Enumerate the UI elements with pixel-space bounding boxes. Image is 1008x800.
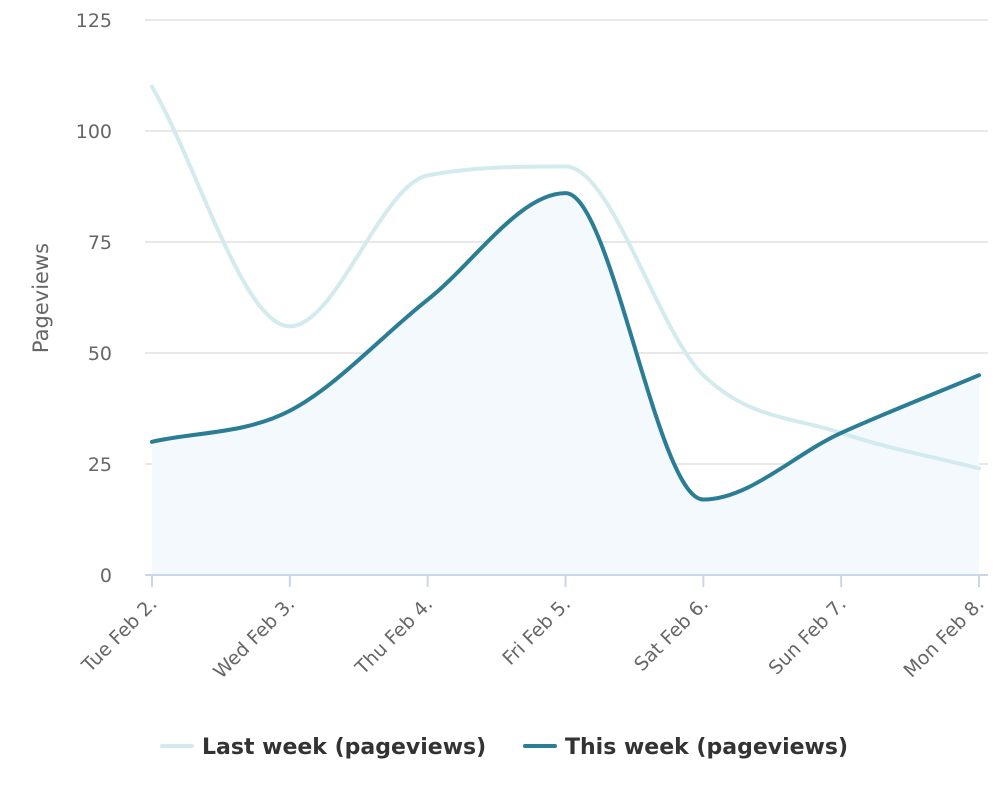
series-line [150, 84, 981, 471]
series-lines [150, 84, 981, 502]
y-tick-label: 75 [88, 232, 112, 254]
x-tick-label: Mon Feb 8. [900, 593, 989, 682]
x-tick-label: Wed Feb 3. [209, 593, 299, 683]
series-area [152, 193, 979, 575]
y-tick-label: 25 [88, 454, 112, 476]
y-tick-label: 100 [76, 121, 112, 143]
legend-label: This week (pageviews) [565, 735, 848, 760]
series-line [150, 191, 981, 502]
x-axis-ticks: Tue Feb 2. Wed Feb 3. Thu Feb 4. Fri Feb 5.… [77, 593, 988, 683]
x-tick-label: Sun Feb 7. [764, 593, 850, 679]
legend-item[interactable]: This week (pageviews) [523, 735, 848, 760]
x-tick-label: Fri Feb 5. [498, 593, 575, 670]
legend-label: Last week (pageviews) [202, 735, 486, 760]
y-tick-label: 0 [100, 565, 112, 587]
y-tick-label: 50 [88, 343, 112, 365]
y-axis-title: Pageviews [29, 243, 53, 353]
legend-item[interactable]: Last week (pageviews) [160, 735, 486, 760]
x-axis [145, 574, 988, 587]
x-tick-label: Thu Feb 4. [351, 593, 438, 680]
x-tick-label: Sat Feb 6. [630, 593, 713, 676]
legend: Last week (pageviews) This week (pageview… [160, 735, 848, 760]
y-axis-ticks: 0 25 50 75 100 125 [76, 10, 112, 587]
y-tick-label: 125 [76, 10, 112, 32]
area-fills [152, 193, 979, 575]
x-tick-label: Tue Feb 2. [77, 593, 161, 677]
